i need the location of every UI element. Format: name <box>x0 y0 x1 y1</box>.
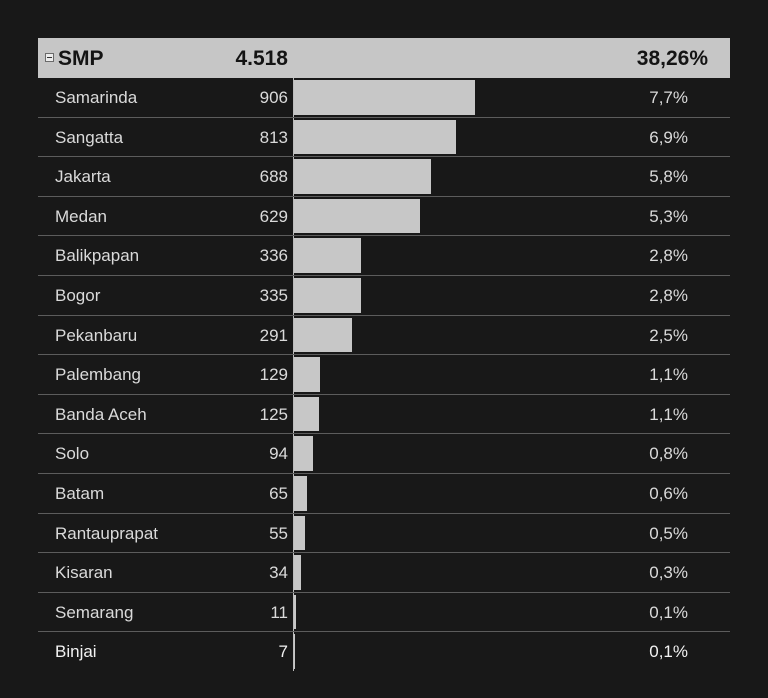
data-bar <box>294 277 361 313</box>
city-label: Solo <box>55 444 90 464</box>
percent-value: 6,9% <box>649 127 688 147</box>
percent-value: 0,1% <box>649 602 688 622</box>
percent-value: 0,6% <box>649 483 688 503</box>
table-row[interactable]: Rantauprapat 55 0,5% <box>38 513 730 554</box>
table-row[interactable]: Pekanbaru 291 2,5% <box>38 315 730 356</box>
city-label: Binjai <box>55 642 97 662</box>
count-value: 94 <box>269 444 288 464</box>
city-label: Balikpapan <box>55 246 140 266</box>
data-bar <box>294 475 307 511</box>
table-row[interactable]: Semarang 11 0,1% <box>38 592 730 633</box>
data-bar <box>294 594 297 630</box>
data-bar <box>294 357 320 392</box>
bar-track <box>293 592 297 632</box>
percent-value: 2,8% <box>649 285 688 305</box>
count-value: 813 <box>259 127 288 147</box>
count-value: 335 <box>259 285 288 305</box>
count-value: 336 <box>259 246 288 266</box>
city-label: Palembang <box>55 365 142 385</box>
percent-value: 1,1% <box>649 365 688 385</box>
count-value: 291 <box>259 325 288 345</box>
group-total: 4.518 <box>235 47 288 70</box>
count-value: 906 <box>259 88 288 107</box>
table-row[interactable]: Bogor 335 2,8% <box>38 275 730 316</box>
table-row[interactable]: Samarinda 906 7,7% <box>38 78 730 118</box>
percent-value: 2,5% <box>649 325 688 345</box>
city-label: Banda Aceh <box>55 404 147 424</box>
city-label: Rantauprapat <box>55 523 159 543</box>
city-label: Pekanbaru <box>55 325 138 345</box>
data-bar <box>294 436 313 471</box>
table-row[interactable]: Banda Aceh 125 1,1% <box>38 394 730 435</box>
table-row[interactable]: Jakarta 688 5,8% <box>38 157 730 197</box>
count-value: 125 <box>259 404 288 424</box>
percent-value: 0,8% <box>649 444 688 464</box>
table-row[interactable]: Batam 65 0,6% <box>38 473 730 514</box>
percent-value: 5,3% <box>649 206 688 226</box>
data-bar <box>294 159 432 194</box>
table-row[interactable]: Kisaran 34 0,3% <box>38 553 730 593</box>
bar-track <box>293 355 320 394</box>
matrix-visual: SMP 4.518 38,26% Samarinda 906 7,7% Sangatt… <box>38 38 730 671</box>
data-bar <box>294 119 457 155</box>
collapse-icon[interactable] <box>45 53 54 62</box>
bar-track <box>293 315 353 355</box>
percent-value: 0,3% <box>649 563 688 583</box>
bar-track <box>293 473 307 513</box>
city-rows: Samarinda 906 7,7% Sangatta 813 6,9% Jakarta 68… <box>38 78 730 671</box>
city-label: Bogor <box>55 285 101 305</box>
city-label: Kisaran <box>55 563 113 583</box>
bar-track <box>293 275 361 315</box>
bar-track <box>293 632 296 671</box>
count-value: 629 <box>259 206 288 226</box>
percent-value: 0,1% <box>649 642 688 662</box>
bar-track <box>293 157 432 196</box>
bar-track <box>293 553 301 592</box>
city-label: Jakarta <box>55 167 111 187</box>
count-value: 688 <box>259 167 288 187</box>
bar-track <box>293 434 313 473</box>
table-row[interactable]: Medan 629 5,3% <box>38 196 730 237</box>
data-bar <box>294 555 301 590</box>
percent-value: 1,1% <box>649 404 688 424</box>
city-label: Samarinda <box>55 88 138 107</box>
bar-track <box>293 236 362 275</box>
group-label: SMP <box>58 47 104 70</box>
percent-value: 7,7% <box>649 88 688 107</box>
group-header-row[interactable]: SMP 4.518 38,26% <box>38 38 730 78</box>
percent-value: 0,5% <box>649 523 688 543</box>
bar-track <box>293 117 457 157</box>
city-label: Medan <box>55 206 107 226</box>
count-value: 11 <box>270 602 288 622</box>
count-value: 129 <box>259 365 288 385</box>
table-row[interactable]: Sangatta 813 6,9% <box>38 117 730 158</box>
bar-track <box>293 513 305 553</box>
count-value: 7 <box>278 642 288 662</box>
bar-track <box>293 394 319 434</box>
data-bar <box>294 317 353 353</box>
table-row[interactable]: Solo 94 0,8% <box>38 434 730 474</box>
data-bar <box>294 80 475 115</box>
table-row[interactable]: Binjai 7 0,1% <box>38 632 730 671</box>
city-label: Semarang <box>55 602 134 622</box>
percent-value: 5,8% <box>649 167 688 187</box>
bar-track <box>293 78 475 117</box>
data-bar <box>294 396 319 432</box>
table-row[interactable]: Palembang 129 1,1% <box>38 355 730 395</box>
count-value: 55 <box>269 523 288 543</box>
data-bar <box>294 238 362 273</box>
table-row[interactable]: Balikpapan 336 2,8% <box>38 236 730 276</box>
count-value: 65 <box>269 483 288 503</box>
percent-value: 2,8% <box>649 246 688 266</box>
data-bar <box>294 198 420 234</box>
data-bar <box>294 634 296 669</box>
count-value: 34 <box>269 563 288 583</box>
bar-track <box>293 196 420 236</box>
city-label: Batam <box>55 483 105 503</box>
city-label: Sangatta <box>55 127 124 147</box>
data-bar <box>294 515 305 551</box>
group-percent: 38,26% <box>636 47 708 70</box>
